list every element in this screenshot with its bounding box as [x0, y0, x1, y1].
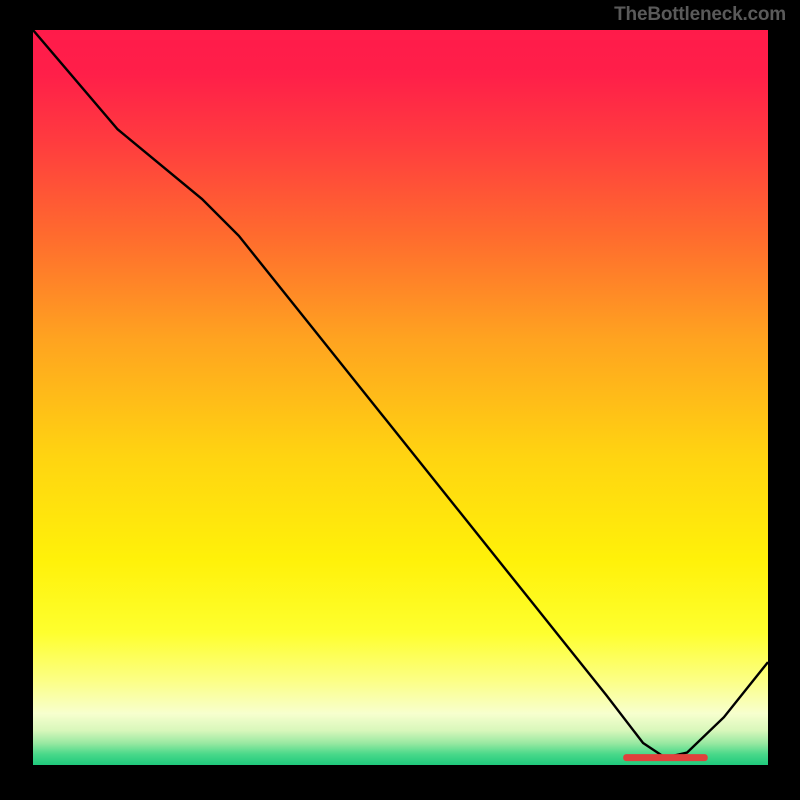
bottleneck-chart	[0, 0, 800, 800]
optimal-range-marker	[623, 754, 708, 761]
gradient-background	[33, 30, 768, 765]
